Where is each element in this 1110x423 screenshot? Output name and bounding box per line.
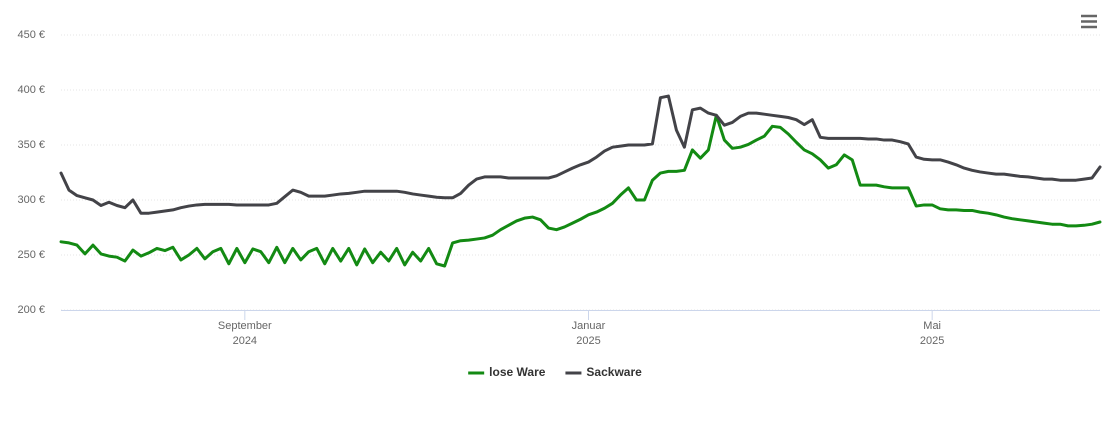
series-line <box>59 113 1102 268</box>
x-tick-label: Mai 2025 <box>920 320 944 347</box>
legend: lose Ware Sackware <box>468 365 642 379</box>
y-tick-label: 200 € <box>17 304 45 316</box>
y-tick-label: 450 € <box>17 29 45 41</box>
legend-text: Sackware <box>586 365 642 379</box>
y-tick-label: 400 € <box>17 84 45 96</box>
y-tick-label: 300 € <box>17 194 45 206</box>
y-tick-label: 350 € <box>17 139 45 151</box>
legend-text: lose Ware <box>489 365 546 379</box>
x-tick-label: September 2024 <box>218 320 272 347</box>
menu-button[interactable] <box>1076 8 1102 34</box>
y-tick-label: 250 € <box>17 249 45 261</box>
series-line <box>59 94 1102 215</box>
x-tick-label: Januar 2025 <box>572 320 606 347</box>
